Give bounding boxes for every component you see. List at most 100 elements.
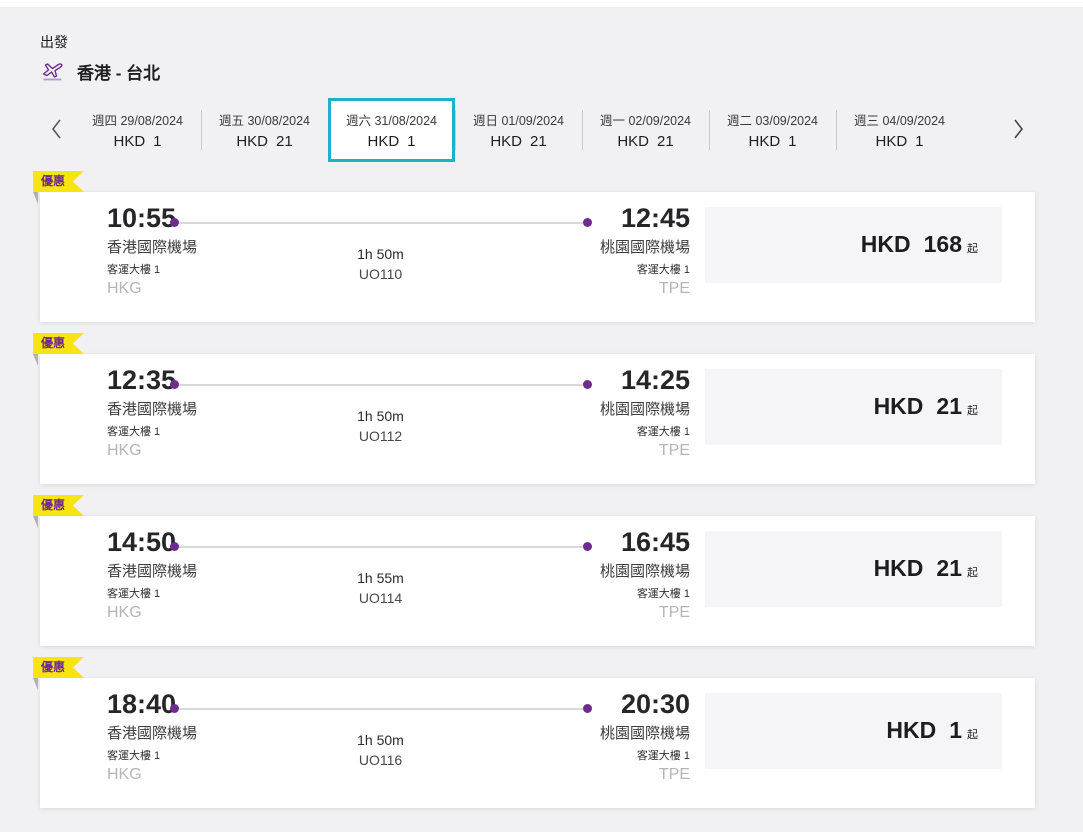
plane-takeoff-icon	[40, 61, 67, 82]
arrival-terminal: 客運大樓 1	[636, 264, 690, 277]
date-tab-label: 週三 04/09/2024	[853, 114, 946, 128]
date-tab-currency: HKD	[617, 133, 649, 150]
departure-block: 14:50 香港國際機場 客運大樓 1 HKG	[107, 528, 197, 622]
badge-fold	[33, 678, 38, 690]
date-tab-amount: 21	[275, 133, 293, 150]
arrival-block: 20:30 桃園國際機場 客運大樓 1 TPE	[600, 690, 690, 784]
price-from-suffix: 起	[967, 567, 978, 579]
direction-label: 出發	[40, 34, 68, 50]
chevron-right-icon	[1012, 117, 1024, 144]
date-tab[interactable]: 週日 01/09/2024 HKD 21	[455, 101, 582, 159]
departure-terminal: 客運大樓 1	[107, 750, 161, 763]
price-button[interactable]: HKD 21 起	[705, 369, 1002, 445]
date-tab[interactable]: 週六 31/08/2024 HKD 1	[328, 98, 455, 162]
date-tab-currency: HKD	[748, 133, 781, 150]
date-tab[interactable]: 週一 02/09/2024 HKD 21	[582, 101, 709, 159]
flight-number: UO112	[358, 428, 403, 444]
arrival-airport: 桃園國際機場	[599, 563, 690, 581]
flight-results-list: 優惠 10:55 香港國際機場 客運大樓 1 HKG 1h 50m UO110 …	[33, 192, 1035, 808]
departure-dot-icon	[170, 380, 179, 389]
price-amount: 168	[923, 231, 962, 257]
price-button[interactable]: HKD 21 起	[705, 531, 1002, 607]
flight-meta: 1h 50m UO110	[174, 246, 587, 282]
arrival-dot-icon	[583, 218, 592, 227]
arrival-airport-code: TPE	[658, 442, 690, 460]
flight-path-wire	[179, 383, 583, 386]
date-tab-price: HKD 1	[367, 133, 415, 150]
price-button[interactable]: HKD 1 起	[705, 693, 1002, 769]
flight-number: UO116	[358, 752, 403, 768]
date-tab-price: HKD 21	[617, 133, 673, 150]
arrival-airport-code: TPE	[658, 280, 690, 298]
arrival-terminal: 客運大樓 1	[636, 588, 690, 601]
price-amount: 1	[949, 717, 962, 743]
carousel-prev-button[interactable]	[40, 108, 74, 152]
flight-card[interactable]: 優惠 10:55 香港國際機場 客運大樓 1 HKG 1h 50m UO110 …	[33, 192, 1035, 322]
date-carousel: 週四 29/08/2024 HKD 1 週五 30/08/2024 HKD 21…	[40, 98, 1035, 162]
date-tab-currency: HKD	[236, 133, 268, 150]
flight-card[interactable]: 優惠 12:35 香港國際機場 客運大樓 1 HKG 1h 50m UO112 …	[33, 354, 1035, 484]
date-tab[interactable]: 週四 29/08/2024 HKD 1	[74, 101, 201, 159]
price-currency: HKD	[860, 231, 911, 257]
date-tab[interactable]: 週三 04/09/2024 HKD 1	[836, 101, 963, 159]
departure-airport-code: HKG	[107, 442, 142, 460]
flight-card[interactable]: 優惠 14:50 香港國際機場 客運大樓 1 HKG 1h 55m UO114 …	[33, 516, 1035, 646]
flight-path-wire	[179, 707, 583, 710]
departure-airport-code: HKG	[107, 766, 142, 784]
arrival-time: 16:45	[620, 527, 690, 557]
departure-dot-icon	[170, 542, 179, 551]
flight-path-wire	[179, 545, 583, 548]
price-currency: HKD	[873, 393, 924, 419]
arrival-time: 12:45	[620, 203, 690, 233]
flight-duration: 1h 50m	[357, 246, 404, 262]
date-tab-price: HKD 1	[748, 133, 796, 150]
badge-fold	[33, 192, 38, 204]
flight-meta: 1h 50m UO116	[174, 732, 587, 768]
flight-duration: 1h 55m	[357, 570, 404, 586]
departure-terminal: 客運大樓 1	[107, 264, 161, 277]
arrival-time: 20:30	[620, 689, 690, 719]
carousel-next-button[interactable]	[1001, 108, 1035, 152]
arrival-terminal: 客運大樓 1	[636, 750, 690, 763]
date-tab-price: HKD 1	[875, 133, 923, 150]
direction-header: 出發 香港 - 台北	[40, 32, 1035, 84]
date-tab-amount: 21	[529, 133, 547, 150]
flight-meta: 1h 50m UO112	[174, 408, 587, 444]
flight-path-line	[170, 380, 592, 389]
arrival-block: 16:45 桃園國際機場 客運大樓 1 TPE	[600, 528, 690, 622]
chevron-left-icon	[51, 117, 63, 144]
price-from-suffix: 起	[967, 729, 978, 741]
date-tab[interactable]: 週二 03/09/2024 HKD 1	[709, 101, 836, 159]
date-tab[interactable]: 週五 30/08/2024 HKD 21	[201, 101, 328, 159]
arrival-airport-code: TPE	[658, 766, 690, 784]
results-page: 出發 香港 - 台北 週四 29/08/2024 HKD 1	[0, 8, 1083, 808]
date-tab-amount: 1	[788, 133, 797, 150]
arrival-airport-code: TPE	[658, 604, 690, 622]
departure-airport: 香港國際機場	[107, 563, 198, 581]
date-tab-price: HKD 1	[113, 133, 161, 150]
flight-card[interactable]: 優惠 18:40 香港國際機場 客運大樓 1 HKG 1h 50m UO116 …	[33, 678, 1035, 808]
price-button[interactable]: HKD 168 起	[705, 207, 1002, 283]
date-tab-currency: HKD	[875, 133, 908, 150]
date-tab-label: 週二 03/09/2024	[726, 114, 819, 128]
date-tab-label: 週日 01/09/2024	[472, 114, 565, 128]
departure-airport-code: HKG	[107, 280, 142, 298]
date-tab-amount: 1	[915, 133, 924, 150]
date-tab-currency: HKD	[367, 133, 400, 150]
departure-block: 10:55 香港國際機場 客運大樓 1 HKG	[107, 204, 197, 298]
departure-dot-icon	[170, 218, 179, 227]
departure-block: 12:35 香港國際機場 客運大樓 1 HKG	[107, 366, 197, 460]
price-from-suffix: 起	[967, 243, 978, 255]
promo-badge: 優惠	[33, 333, 84, 354]
arrival-airport: 桃園國際機場	[599, 725, 690, 743]
departure-time: 12:35	[107, 365, 177, 395]
departure-terminal: 客運大樓 1	[107, 588, 161, 601]
price-amount: 21	[936, 555, 962, 581]
departure-terminal: 客運大樓 1	[107, 426, 161, 439]
flight-path-line	[170, 542, 592, 551]
price-amount: 21	[936, 393, 962, 419]
flight-path-line	[170, 218, 592, 227]
date-tab-label: 週一 02/09/2024	[599, 114, 692, 128]
badge-fold	[33, 354, 38, 366]
promo-badge: 優惠	[33, 657, 84, 678]
